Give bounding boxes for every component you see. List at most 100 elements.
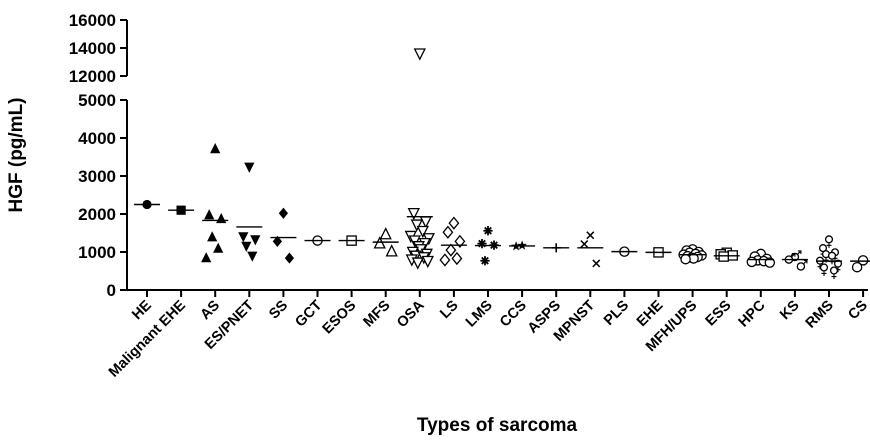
x-tick-label: ESOS [320,297,360,337]
y-axis-label: HGF (pg/mL) [6,97,27,212]
data-point [411,257,424,270]
category-points [439,216,466,267]
category-points [851,255,869,273]
data-point [241,241,252,252]
x-tick-label: HE [129,297,155,323]
category-points [272,207,294,264]
data-point [580,240,589,249]
marker-arrow [791,253,796,258]
data-point [796,259,808,271]
marker-arrow [797,250,802,255]
y-tick-label: 16000 [69,11,116,30]
y-tick-label: 3000 [78,167,116,186]
y-tick-label: 1000 [78,243,116,262]
category-points [201,143,227,263]
data-point [451,251,463,266]
data-point [379,227,392,240]
data-point [238,232,249,243]
x-tick-label: AS [197,297,223,323]
y-ticks: 0 1000 2000 3000 4000 5000 12000 14000 16000 [69,11,127,300]
category-points [404,48,435,270]
marker-circle [824,235,834,244]
data-point [407,207,420,221]
marker-circle [827,251,837,260]
data-point [439,253,451,267]
data-point [413,48,426,61]
data-point [824,235,834,248]
data-point [718,251,729,262]
x-tick-label: CS [845,297,870,323]
data-point [210,143,221,154]
data-point [454,234,466,248]
data-point [284,252,294,264]
data-point [857,255,869,266]
y-tick-label: 14000 [69,39,116,58]
marker-circle [796,262,806,271]
data-point [592,259,601,268]
marker-plus [826,242,832,248]
marker-plus [831,274,837,280]
data-point [480,256,490,266]
y-tick-label: 5000 [78,91,116,110]
y-tick-label: 0 [107,281,116,300]
marker-plus [823,257,829,263]
marker-circle [829,266,839,275]
data-point [207,231,218,242]
data-point [746,256,758,268]
marker-arrow [803,259,808,265]
data-point [421,255,434,269]
data-point [419,216,432,229]
x-tick-label: PLS [601,297,632,328]
data-point [483,226,493,236]
marker-plus [821,270,827,276]
category-points [784,250,808,271]
data-point [442,225,454,239]
data-point [216,212,227,224]
y-tick-label: 2000 [78,205,116,224]
x-axis-label: Types of sarcoma [417,415,578,436]
x-tick-label: ESS [703,297,735,329]
data-point [204,209,215,220]
x-tick-label: RMS [803,297,837,331]
data-points [142,48,869,280]
marker-circle [833,259,843,268]
category-points [815,235,843,280]
data-point [819,263,829,276]
data-point [385,244,398,257]
category-points [715,247,738,262]
data-point [477,239,487,249]
data-point [247,251,258,262]
x-tick-label: LS [437,297,462,322]
data-point [586,231,595,240]
x-tick-label: MFS [361,297,394,330]
data-point [680,253,691,265]
category-points [238,162,261,262]
data-point [410,219,423,232]
data-point [416,225,429,239]
y-tick-label: 4000 [78,129,116,148]
category-points [580,231,601,268]
data-point [278,207,288,219]
x-tick-label: OSA [394,297,428,331]
median-lines [134,203,870,262]
x-tick-label: HPC [736,297,769,330]
data-point [851,261,863,273]
data-point [448,216,460,230]
axes [126,20,868,291]
data-point [250,235,261,246]
category-points [746,248,776,268]
y-tick-label: 12000 [69,67,116,86]
x-tick-label: KS [777,297,803,323]
data-point [829,266,839,280]
marker-circle [819,263,829,272]
x-tick-label: LMS [463,297,496,330]
data-point [244,162,255,173]
data-point [201,252,212,263]
data-point [272,235,282,247]
data-point [445,243,457,257]
x-tick-label: SS [266,297,291,322]
data-point [213,242,224,253]
data-point [517,240,528,250]
